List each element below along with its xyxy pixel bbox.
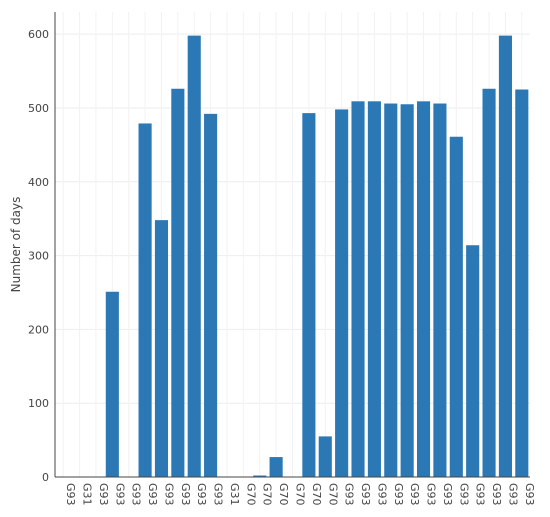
x-tick-label: G93: [474, 483, 487, 506]
x-tick-label: G93: [506, 483, 519, 506]
bar: [138, 123, 152, 477]
x-tick-label: G93: [490, 483, 503, 506]
x-tick-label: G93: [162, 483, 175, 506]
x-tick-label: G93: [375, 483, 388, 506]
bar: [351, 101, 365, 478]
bar: [384, 103, 398, 478]
x-tick-label: G93: [113, 483, 126, 506]
bar: [154, 220, 169, 477]
x-tick-label: G70: [244, 483, 257, 506]
bar: [498, 35, 512, 477]
bar: [105, 291, 119, 477]
x-axis-ticks: G93 G31 G93 G93 G93 G93 G93 G93 G93 G93 G31 G70 G70 G…: [64, 483, 536, 506]
bar: [187, 35, 201, 477]
y-tick-label: 0: [42, 471, 49, 484]
x-tick-label: G70: [326, 483, 339, 506]
x-tick-label: G93: [392, 483, 405, 506]
bar: [400, 104, 414, 477]
y-tick-label: 300: [28, 250, 49, 263]
bar: [318, 436, 332, 477]
x-tick-label: G93: [425, 483, 438, 506]
bar: [367, 101, 381, 478]
y-tick-label: 500: [28, 102, 49, 115]
x-tick-label: G93: [130, 483, 143, 506]
x-tick-label: G31: [228, 483, 241, 506]
bar: [335, 109, 349, 477]
x-tick-label: G93: [179, 483, 192, 506]
x-tick-label: G93: [97, 483, 110, 506]
x-tick-label: G31: [81, 483, 94, 506]
bar: [416, 101, 431, 478]
x-tick-label: G70: [277, 483, 290, 506]
x-tick-label: G70: [261, 483, 274, 506]
bar: [302, 113, 316, 477]
bar: [449, 136, 463, 477]
bar: [433, 103, 447, 478]
bar: [269, 457, 283, 477]
y-axis-title: Number of days: [9, 197, 23, 293]
x-tick-label: G93: [195, 483, 208, 506]
x-tick-label: G93: [457, 483, 470, 506]
bar: [482, 88, 496, 477]
y-tick-label: 600: [28, 28, 49, 41]
x-tick-label: G70: [310, 483, 323, 506]
x-tick-label: G93: [441, 483, 454, 506]
y-axis-ticks: 0 100 200 300 400 500 600: [28, 28, 49, 484]
bar: [515, 89, 529, 477]
bar: [253, 475, 267, 477]
x-tick-label: G93: [146, 483, 159, 506]
x-tick-label: G70: [294, 483, 307, 506]
bar: [171, 88, 185, 477]
y-tick-label: 100: [28, 397, 49, 410]
x-tick-label: G93: [523, 483, 536, 506]
y-tick-label: 200: [28, 323, 49, 336]
x-tick-label: G93: [359, 483, 372, 506]
x-tick-label: G93: [212, 483, 225, 506]
x-tick-label: G93: [408, 483, 421, 506]
x-tick-label: G93: [343, 483, 356, 506]
bar: [204, 113, 218, 477]
bars: [105, 35, 529, 478]
x-tick-label: G93: [64, 483, 77, 506]
bar: [466, 245, 480, 477]
y-tick-label: 400: [28, 176, 49, 189]
